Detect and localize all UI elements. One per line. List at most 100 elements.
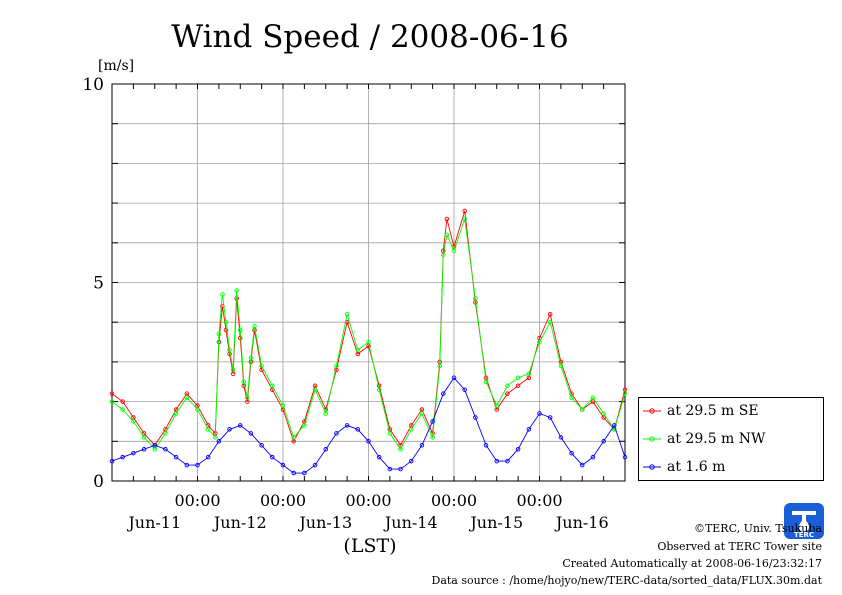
- legend: at 29.5 m SE at 29.5 m NW at 1.6 m: [638, 397, 824, 481]
- data-point-2: [473, 415, 478, 420]
- data-point-2: [312, 462, 318, 468]
- axis-ticks: [112, 84, 625, 481]
- data-point-0: [223, 327, 229, 333]
- data-point-1: [355, 347, 361, 353]
- data-point-2: [547, 415, 553, 420]
- data-point-2: [601, 439, 606, 444]
- x-time-label: 00:00: [260, 491, 306, 510]
- logo-text: TERC: [794, 531, 814, 539]
- data-point-1: [569, 395, 574, 400]
- data-point-2: [366, 439, 371, 444]
- data-point-1: [441, 252, 446, 257]
- data-point-1: [622, 391, 628, 396]
- legend-swatch-se: [643, 408, 661, 414]
- data-point-2: [590, 454, 596, 460]
- data-point-2: [494, 458, 500, 464]
- data-point-1: [270, 383, 275, 388]
- data-point-2: [291, 470, 296, 476]
- data-point-2: [227, 427, 232, 432]
- data-point-2: [419, 443, 425, 448]
- data-point-2: [120, 454, 125, 460]
- x-day-label: Jun-14: [383, 513, 438, 532]
- data-point-2: [334, 431, 339, 436]
- x-axis-label: (LST): [343, 535, 396, 557]
- data-point-1: [291, 435, 296, 440]
- data-point-1: [437, 363, 443, 369]
- data-point-1: [259, 363, 264, 369]
- data-point-1: [223, 319, 229, 325]
- chart-title: Wind Speed / 2008-06-16: [171, 19, 568, 55]
- data-point-1: [312, 387, 318, 392]
- data-point-2: [451, 375, 457, 381]
- data-point-1: [245, 395, 250, 400]
- credit-source: Data source : /home/hojyo/new/TERC-data/…: [431, 574, 823, 587]
- data-point-1: [280, 403, 286, 408]
- data-point-2: [216, 439, 222, 444]
- data-point-1: [601, 411, 606, 416]
- data-point-1: [537, 339, 542, 345]
- data-point-1: [505, 383, 510, 388]
- data-point-2: [430, 419, 435, 424]
- x-time-label: 00:00: [345, 491, 391, 510]
- data-point-2: [131, 450, 136, 456]
- y-tick-labels: 0 5 10: [82, 75, 104, 492]
- data-point-0: [547, 312, 553, 317]
- data-point-2: [612, 423, 617, 428]
- data-point-0: [462, 208, 467, 214]
- x-day-label: Jun-13: [297, 513, 352, 532]
- data-point-1: [230, 367, 236, 373]
- data-point-1: [220, 292, 225, 297]
- x-time-label: 00:00: [431, 491, 477, 510]
- data-point-2: [622, 454, 628, 460]
- data-point-1: [366, 339, 371, 345]
- grid-lines: [112, 84, 625, 481]
- data-point-1: [205, 427, 211, 432]
- data-point-1: [462, 216, 467, 222]
- data-point-0: [515, 383, 521, 388]
- data-point-1: [109, 399, 115, 404]
- data-point-2: [355, 427, 361, 432]
- data-point-1: [376, 387, 382, 392]
- legend-item-se: at 29.5 m SE: [643, 401, 759, 421]
- data-point-2: [163, 446, 168, 452]
- y-tick-label: 5: [93, 274, 104, 294]
- series-line-1: [111, 218, 626, 451]
- data-point-2: [195, 462, 200, 468]
- data-point-2: [387, 466, 393, 472]
- data-point-1: [590, 395, 596, 400]
- data-point-1: [473, 296, 478, 301]
- data-point-2: [184, 462, 190, 468]
- data-point-1: [344, 312, 350, 317]
- data-point-2: [580, 462, 585, 468]
- data-point-1: [173, 411, 179, 416]
- data-point-1: [558, 363, 564, 369]
- credit-observed: Observed at TERC Tower site: [657, 540, 822, 553]
- data-point-1: [131, 419, 136, 424]
- credit-created: Created Automatically at 2008-06-16/23:3…: [562, 557, 822, 570]
- y-axis-label: [m/s]: [98, 58, 134, 74]
- legend-label-low: at 1.6 m: [667, 459, 726, 475]
- data-point-2: [558, 435, 564, 440]
- terc-logo-icon: TERC: [784, 503, 824, 539]
- data-point-1: [387, 431, 393, 436]
- data-point-1: [213, 435, 218, 440]
- data-point-1: [483, 379, 489, 385]
- legend-label-nw: at 29.5 m NW: [667, 431, 766, 447]
- data-point-1: [120, 407, 125, 412]
- x-day-label: Jun-11: [126, 513, 181, 532]
- series-layer: [109, 208, 628, 476]
- data-point-2: [515, 446, 521, 452]
- data-point-0: [109, 391, 115, 396]
- data-point-0: [237, 335, 243, 341]
- series-line-0: [111, 210, 626, 447]
- data-point-1: [515, 375, 521, 381]
- data-point-2: [462, 387, 467, 392]
- x-day-label: Jun-15: [468, 513, 523, 532]
- data-point-1: [409, 427, 414, 432]
- series-line-2: [111, 377, 626, 474]
- data-point-2: [526, 427, 532, 432]
- data-point-1: [430, 435, 435, 440]
- x-day-label: Jun-16: [554, 513, 609, 532]
- data-point-2: [248, 431, 254, 436]
